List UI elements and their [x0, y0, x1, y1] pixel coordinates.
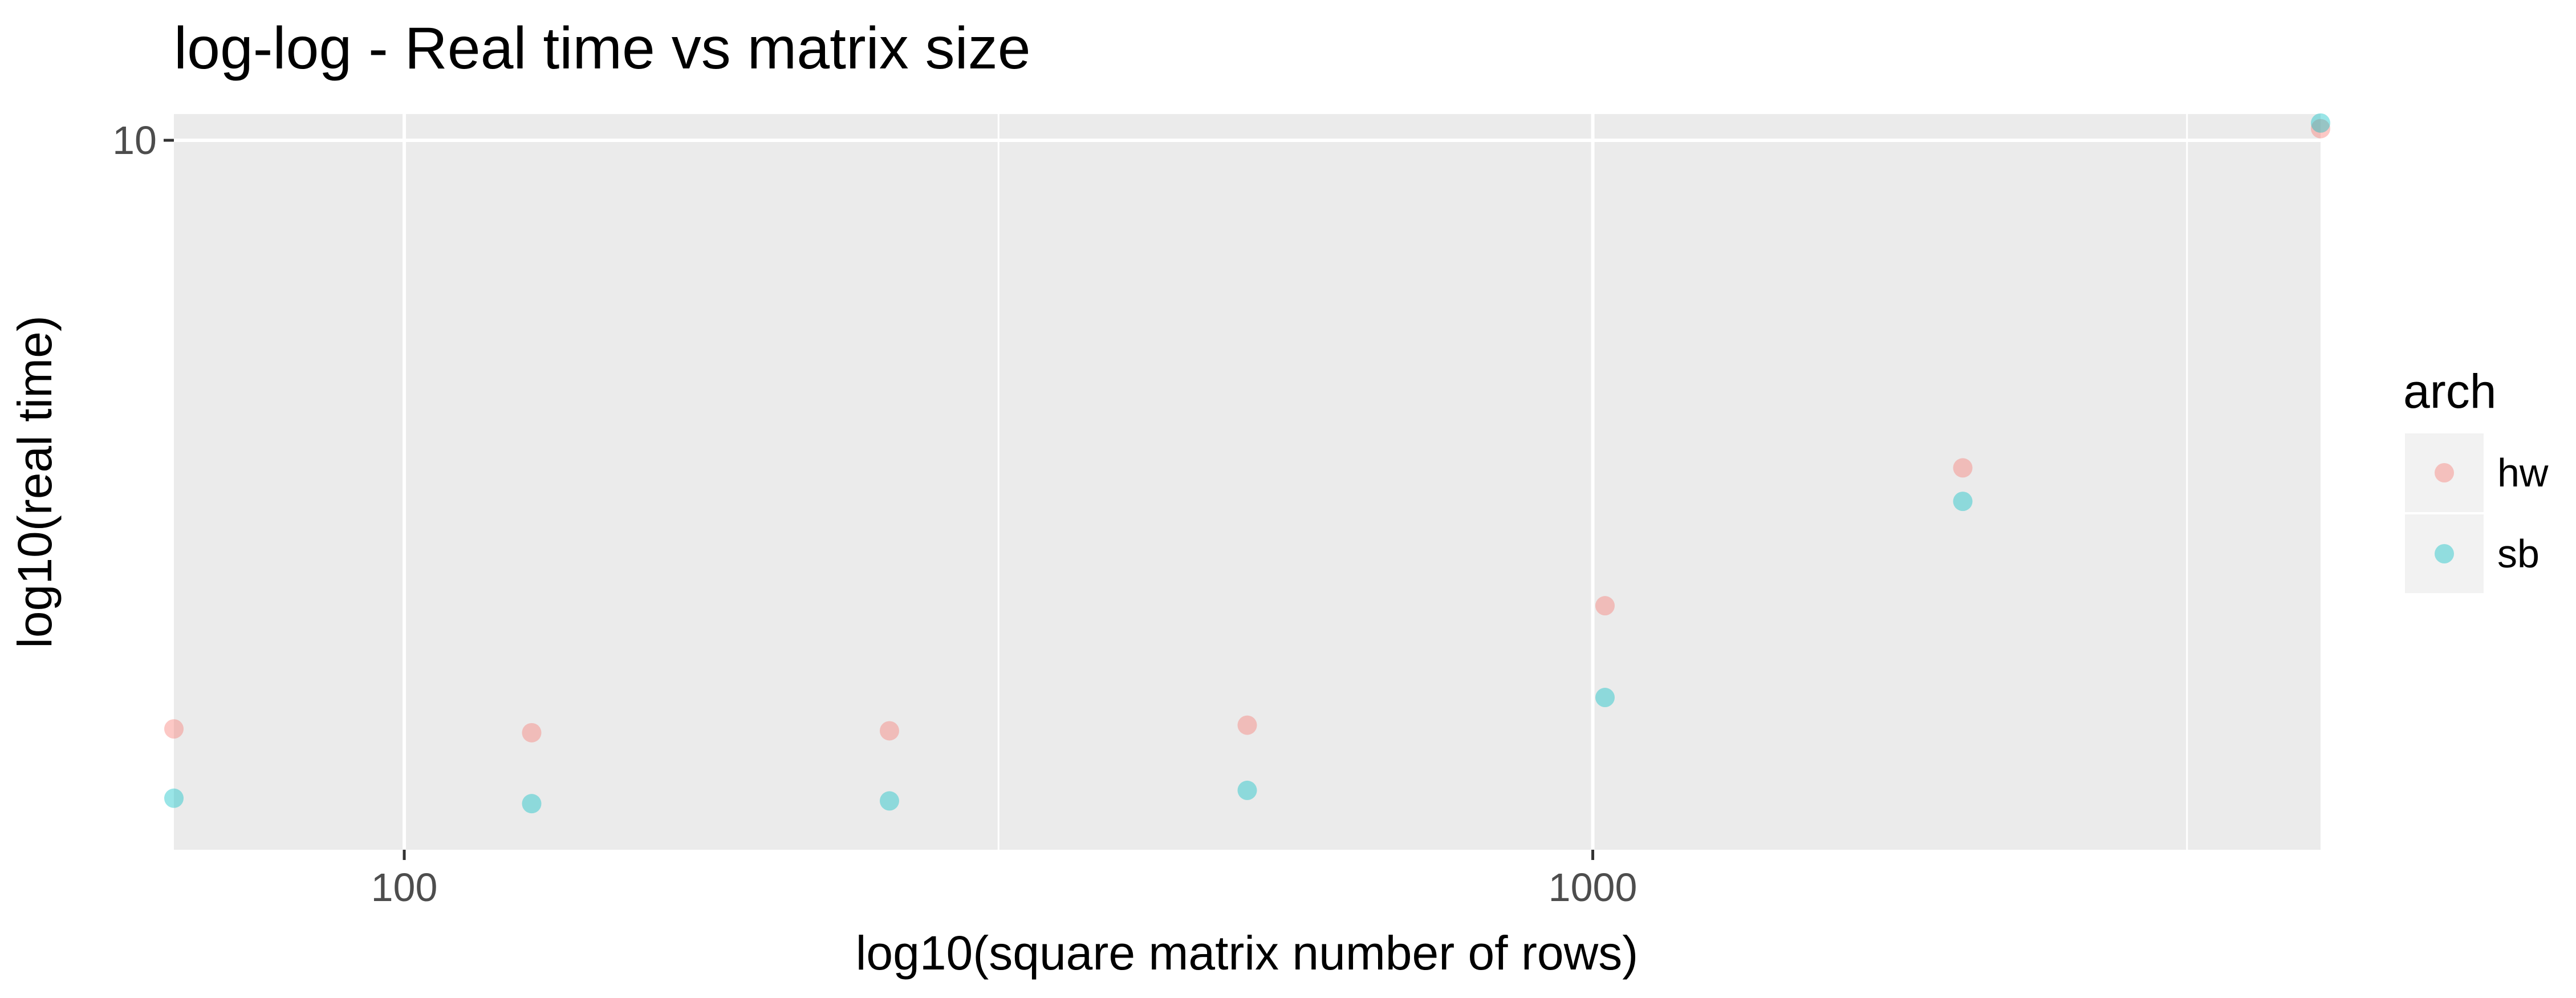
y-tick-label: 10	[112, 118, 157, 163]
legend-title: arch	[2403, 364, 2496, 418]
data-point-hw	[2311, 119, 2330, 139]
chart-title: log-log - Real time vs matrix size	[174, 15, 1031, 82]
data-point-sb	[2311, 113, 2330, 133]
legend: arch hw sb	[2403, 364, 2549, 593]
legend-dot-hw	[2435, 463, 2454, 482]
axis-ticks: 100 1000 10	[112, 118, 1637, 910]
data-points	[164, 113, 2330, 814]
data-point-hw	[1595, 596, 1615, 616]
data-point-hw	[1953, 458, 1973, 478]
y-axis-title: log10(real time)	[8, 315, 62, 648]
data-point-sb	[164, 788, 184, 808]
data-point-hw	[880, 721, 899, 741]
x-tick-label: 100	[371, 865, 438, 910]
data-point-hw	[1237, 715, 1257, 735]
data-point-sb	[880, 791, 899, 811]
data-point-hw	[522, 723, 542, 743]
data-point-sb	[1953, 492, 1973, 512]
legend-key-sb	[2405, 514, 2484, 593]
data-point-sb	[1237, 780, 1257, 800]
data-point-hw	[164, 719, 184, 739]
legend-dot-sb	[2435, 544, 2454, 563]
x-tick-label: 1000	[1549, 865, 1638, 910]
x-axis-title: log10(square matrix number of rows)	[856, 926, 1639, 980]
plot-panel	[174, 114, 2321, 850]
legend-key-hw	[2405, 433, 2484, 512]
legend-label-hw: hw	[2497, 451, 2549, 495]
grid-lines	[174, 114, 2321, 850]
data-point-sb	[1595, 688, 1615, 708]
data-point-sb	[522, 794, 542, 814]
legend-label-sb: sb	[2497, 532, 2540, 576]
